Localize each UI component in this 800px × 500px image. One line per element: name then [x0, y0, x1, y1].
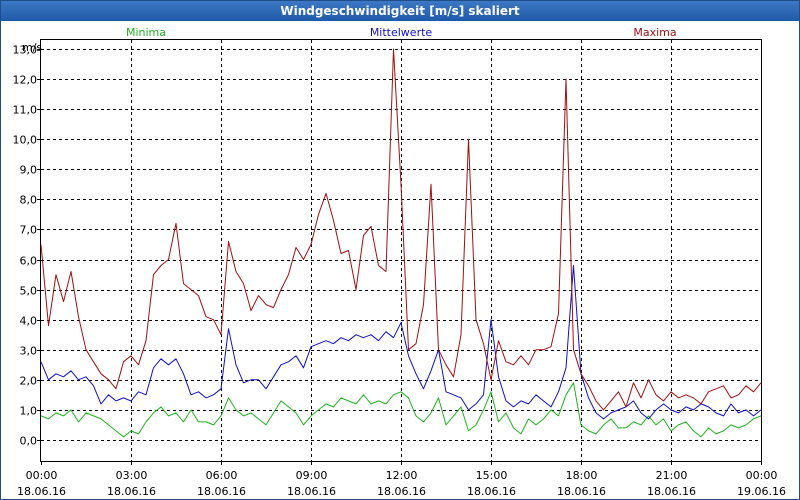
x-tick-date-label: 18.06.16	[467, 485, 516, 498]
y-tick-label: 3,0	[20, 345, 38, 358]
y-tick-label: 0,0	[20, 435, 38, 448]
series-maxima-line	[40, 48, 762, 411]
series-mittelwerte-line	[40, 265, 762, 420]
x-tick-time-label: 00:00	[26, 469, 58, 482]
x-tick-date-label: 18.06.16	[17, 485, 66, 498]
x-tick-date-label: 19.06.16	[737, 485, 786, 498]
x-tick-time-label: 00:00	[746, 469, 778, 482]
x-tick-time-label: 06:00	[206, 469, 238, 482]
x-tick-date-label: 18.06.16	[647, 485, 696, 498]
legend-mittelwerte: Mittelwerte	[370, 26, 433, 39]
legend-minima: Minima	[126, 26, 166, 39]
y-tick-label: 4,0	[20, 315, 38, 328]
x-tick-time-label: 03:00	[116, 469, 148, 482]
x-tick-time-label: 21:00	[656, 469, 688, 482]
x-tick-date-label: 18.06.16	[197, 485, 246, 498]
y-tick-label: 2,0	[20, 375, 38, 388]
window-title: Windgeschwindigkeit [m/s] skaliert	[1, 1, 799, 21]
y-tick-label: 9,0	[20, 164, 38, 177]
x-tick-date-label: 18.06.16	[557, 485, 606, 498]
x-tick-date-label: 18.06.16	[377, 485, 426, 498]
y-axis-label: m/s	[22, 41, 42, 54]
y-tick-label: 6,0	[20, 255, 38, 268]
x-tick-time-label: 12:00	[386, 469, 418, 482]
x-tick-time-label: 09:00	[296, 469, 328, 482]
x-tick-date-label: 18.06.16	[287, 485, 336, 498]
y-tick-label: 12,0	[13, 74, 38, 87]
y-tick-label: 11,0	[13, 104, 38, 117]
legend-maxima: Maxima	[633, 26, 676, 39]
y-tick-label: 13,0	[13, 44, 38, 57]
y-tick-label: 1,0	[20, 405, 38, 418]
x-tick-time-label: 18:00	[566, 469, 598, 482]
x-tick-date-label: 18.06.16	[107, 485, 156, 498]
series-minima-line	[40, 382, 762, 438]
y-tick-label: 10,0	[13, 134, 38, 147]
y-tick-label: 7,0	[20, 224, 38, 237]
x-tick-time-label: 15:00	[476, 469, 508, 482]
y-tick-label: 8,0	[20, 194, 38, 207]
y-tick-label: 5,0	[20, 285, 38, 298]
